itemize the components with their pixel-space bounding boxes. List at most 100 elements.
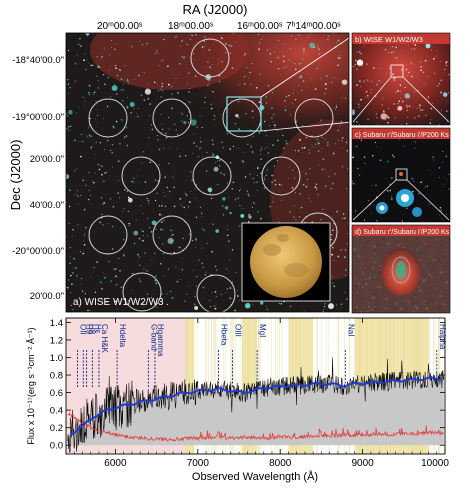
noise-pixel: [362, 271, 365, 274]
y-tick-label: 0.2: [50, 423, 63, 434]
star: [191, 239, 194, 242]
noise-pixel: [413, 295, 417, 298]
star: [415, 108, 417, 110]
star: [285, 140, 287, 142]
star: [183, 57, 185, 59]
noise-pixel: [428, 273, 431, 276]
star: [308, 152, 310, 154]
noise-pixel: [440, 271, 444, 274]
star: [124, 65, 126, 67]
star: [448, 188, 450, 190]
star: [339, 125, 341, 127]
star: [154, 275, 157, 277]
star: [257, 211, 259, 213]
star: [166, 293, 168, 295]
noise-pixel: [442, 303, 445, 306]
star: [239, 97, 241, 99]
star: [108, 261, 110, 263]
star: [156, 135, 158, 137]
star: [134, 242, 136, 245]
star: [117, 192, 119, 194]
noise-pixel: [412, 310, 415, 313]
noise-pixel: [445, 252, 448, 255]
star: [154, 252, 156, 255]
noise-pixel: [418, 289, 422, 292]
star: [111, 248, 114, 250]
panel-c-subaru: c) Subaru r'/Subaru i'/P200 Ks: [352, 128, 450, 222]
star: [152, 188, 154, 190]
noise-pixel: [393, 304, 396, 307]
noise-pixel: [439, 290, 442, 293]
star: [394, 56, 396, 58]
star: [375, 145, 377, 147]
line-marker-label: H9: [84, 324, 93, 335]
star: [88, 127, 90, 129]
star: [91, 180, 94, 182]
star: [341, 166, 344, 168]
star: [367, 97, 369, 99]
noise-pixel: [385, 298, 388, 301]
star: [137, 108, 139, 109]
star: [258, 48, 260, 50]
star: [154, 199, 157, 202]
noise-pixel: [428, 261, 431, 264]
star: [184, 56, 186, 58]
star: [370, 91, 372, 94]
line-marker-label: MgI: [258, 324, 267, 337]
star: [330, 238, 332, 241]
star: [180, 204, 182, 206]
star: [126, 190, 129, 193]
star: [218, 74, 221, 77]
star: [270, 61, 272, 63]
star: [205, 66, 207, 68]
star: [212, 64, 213, 66]
star: [224, 205, 229, 210]
star: [77, 224, 79, 226]
star: [148, 227, 150, 229]
star: [366, 94, 369, 97]
star: [314, 143, 317, 145]
star: [330, 81, 333, 84]
star: [172, 176, 174, 178]
line-marker-label: Hgamma: [156, 324, 165, 357]
star: [266, 135, 268, 137]
star: [298, 84, 300, 86]
star: [80, 133, 82, 136]
noise-pixel: [360, 263, 364, 266]
star: [367, 200, 369, 202]
star: [210, 103, 212, 105]
star: [161, 60, 163, 62]
star: [91, 146, 93, 148]
star: [178, 62, 181, 65]
star: [123, 208, 125, 210]
noise-pixel: [433, 239, 437, 242]
star: [278, 221, 280, 223]
star: [67, 130, 69, 132]
star: [98, 66, 101, 69]
star: [356, 68, 358, 71]
star: [161, 85, 163, 88]
star: [147, 235, 149, 237]
star: [178, 246, 181, 249]
star: [294, 126, 295, 128]
star: [81, 44, 83, 46]
star: [235, 42, 237, 43]
star: [382, 110, 385, 112]
star: [330, 187, 332, 190]
star: [403, 145, 405, 147]
star: [141, 162, 143, 164]
star: [221, 37, 223, 39]
star: [288, 166, 290, 168]
star: [250, 83, 252, 86]
star: [83, 208, 86, 211]
star: [323, 104, 324, 105]
star: [283, 147, 285, 149]
y-tick-label: 1.0: [50, 353, 63, 364]
star: [171, 107, 173, 110]
star: [413, 141, 414, 143]
star: [195, 34, 197, 36]
star: [404, 86, 406, 89]
star: [263, 178, 266, 181]
line-marker-label: H8: [88, 324, 97, 335]
survey-circle: [152, 215, 192, 255]
